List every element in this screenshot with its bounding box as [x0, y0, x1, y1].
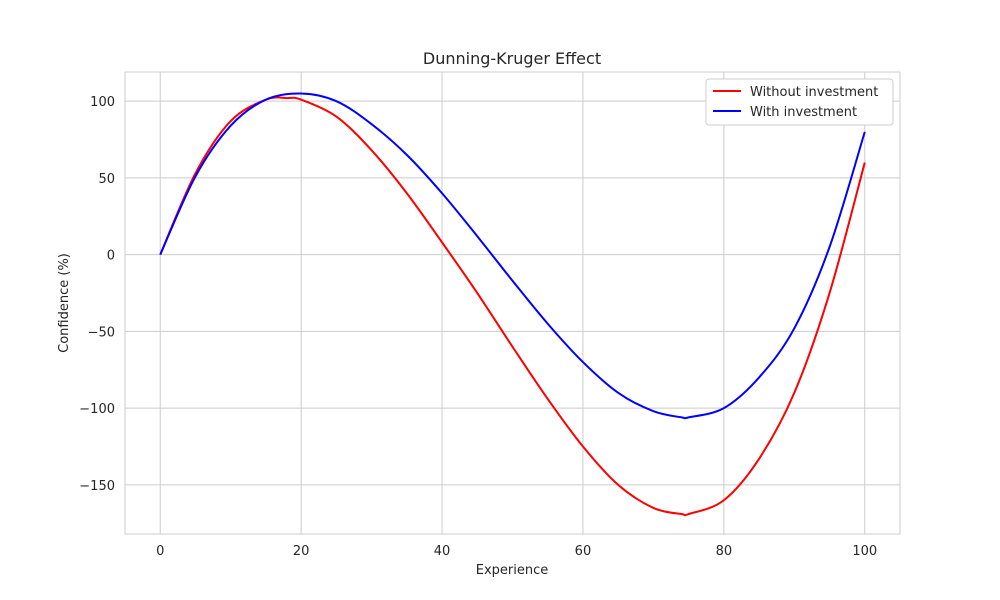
chart-title: Dunning-Kruger Effect [423, 49, 601, 68]
legend-label-with-investment: With investment [750, 105, 857, 120]
series-line-without-investment [159, 96, 866, 517]
x-tick-label: 0 [156, 544, 164, 559]
series-line-with-investment [159, 92, 866, 420]
y-tick-label: −150 [79, 479, 115, 494]
y-tick-label: 100 [90, 95, 115, 110]
y-tick-label: −100 [79, 402, 115, 417]
legend-label-without-investment: Without investment [750, 85, 878, 100]
x-tick-label: 100 [852, 544, 877, 559]
x-tick-label: 40 [434, 544, 451, 559]
x-axis-title: Experience [476, 563, 549, 578]
y-tick-labels: −150 −100 −50 0 50 100 [79, 95, 115, 494]
y-tick-label: 50 [98, 172, 115, 187]
y-axis-title: Confidence (%) [57, 253, 72, 353]
legend: Without investment With investment [705, 78, 894, 126]
x-tick-label: 60 [575, 544, 592, 559]
x-tick-label: 80 [716, 544, 733, 559]
x-tick-labels: 0 20 40 60 80 100 [156, 544, 877, 559]
y-tick-label: 0 [107, 249, 115, 264]
plot-area [124, 71, 901, 535]
series-lines [159, 92, 866, 517]
grid [125, 72, 900, 534]
x-tick-label: 20 [293, 544, 310, 559]
legend-box [705, 78, 894, 126]
y-tick-label: −50 [88, 325, 115, 340]
